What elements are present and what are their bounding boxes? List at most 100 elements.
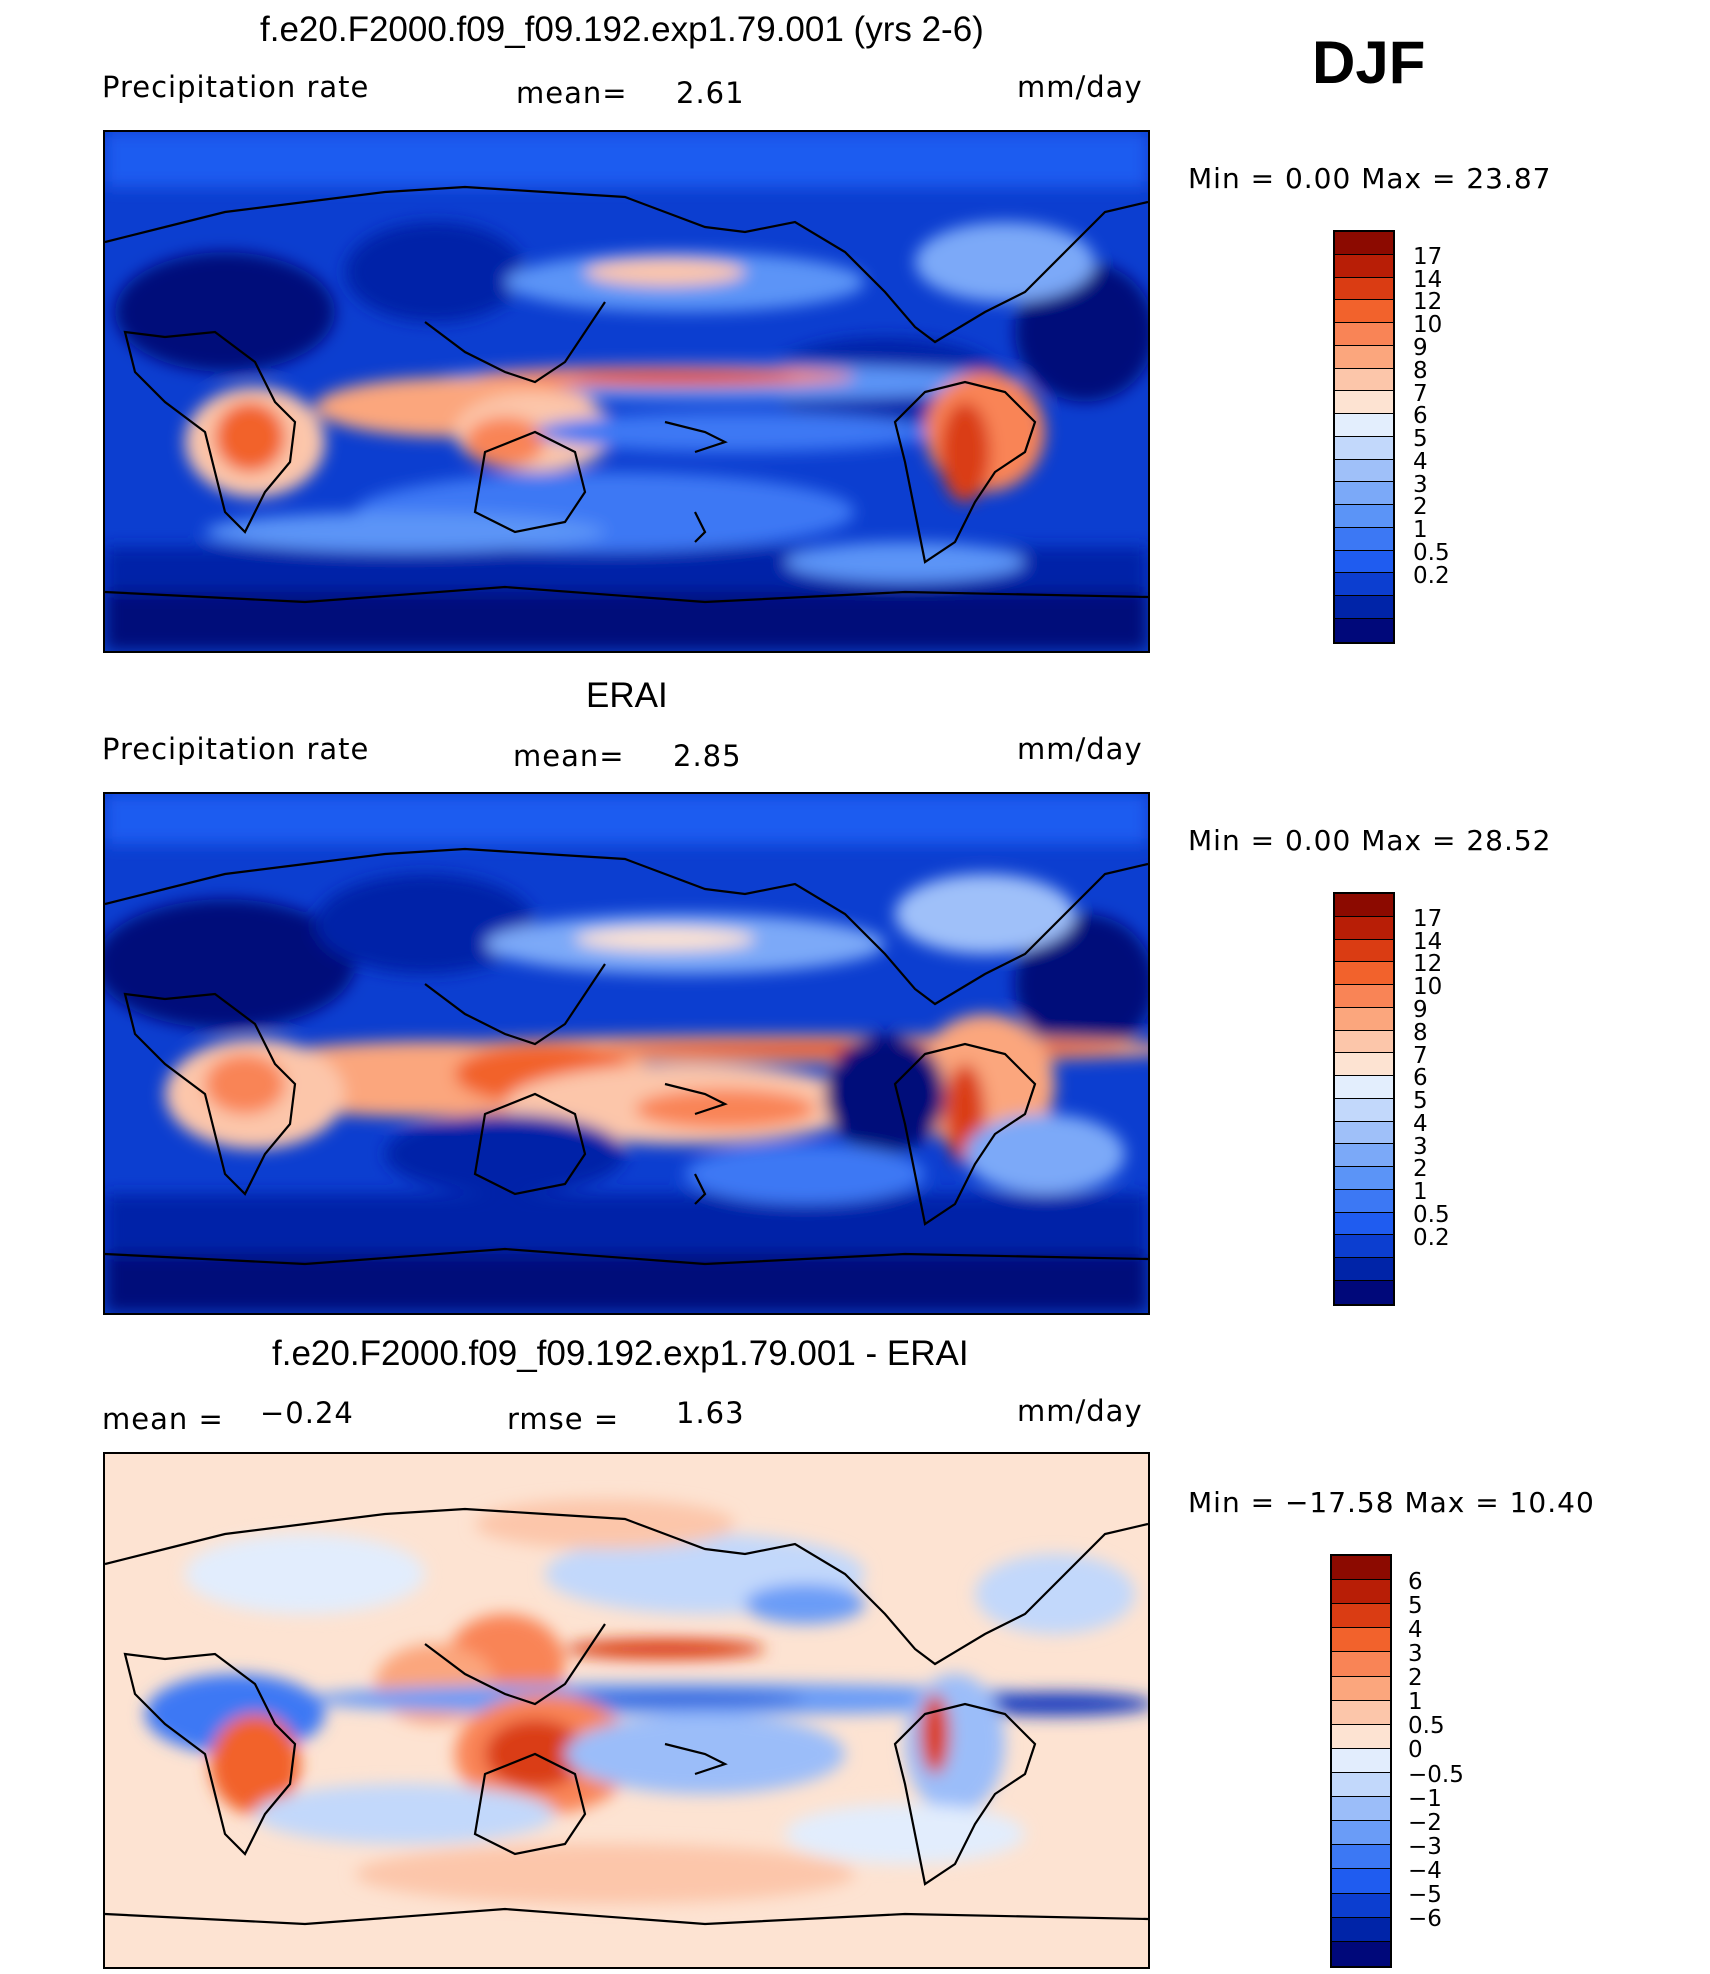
colorbar-tick-label: 9	[1413, 997, 1428, 1023]
colorbar-tick-label: 3	[1408, 1640, 1423, 1667]
panel3-colorbar	[1330, 1554, 1392, 1968]
colorbar-tick-label: 4	[1408, 1616, 1423, 1643]
colorbar-tick-label: −3	[1408, 1833, 1442, 1860]
colorbar-swatch	[1332, 1556, 1390, 1581]
colorbar-swatch	[1335, 1189, 1393, 1213]
colorbar-swatch	[1335, 1121, 1393, 1145]
panel3-units: mm/day	[1017, 1394, 1143, 1428]
colorbar-swatch	[1332, 1652, 1390, 1677]
colorbar-tick-label: 17	[1413, 243, 1443, 270]
colorbar-tick-label: 8	[1413, 357, 1428, 384]
colorbar-tick-label: 0	[1408, 1737, 1423, 1764]
panel1-min-max: Min = 0.00 Max = 23.87	[1188, 162, 1552, 195]
panel3-rmse-label: rmse =	[507, 1402, 620, 1436]
colorbar-tick-label: 10	[1413, 312, 1443, 339]
colorbar-swatch	[1335, 1235, 1393, 1259]
colorbar-tick-label: 5	[1413, 1088, 1428, 1115]
colorbar-swatch	[1335, 550, 1393, 574]
colorbar-swatch	[1335, 232, 1393, 255]
colorbar-tick-label: −1	[1408, 1785, 1442, 1812]
colorbar-tick-label: 17	[1413, 905, 1443, 932]
colorbar-swatch	[1335, 1144, 1393, 1168]
panel2-colorbar	[1333, 892, 1395, 1306]
colorbar-swatch	[1335, 391, 1393, 415]
colorbar-swatch	[1335, 459, 1393, 483]
colorbar-tick-label: 14	[1413, 928, 1443, 955]
colorbar-swatch	[1332, 1821, 1390, 1846]
panel1-units: mm/day	[1017, 70, 1143, 104]
colorbar-swatch	[1335, 596, 1393, 620]
colorbar-swatch	[1335, 1098, 1393, 1122]
panel1-map-graphic	[105, 132, 1148, 651]
colorbar-tick-label: 6	[1413, 1065, 1428, 1092]
colorbar-tick-label: 2	[1413, 494, 1428, 521]
panel3-mean-label: mean =	[102, 1402, 224, 1436]
colorbar-tick-label: 12	[1413, 951, 1443, 978]
season-label: DJF	[1312, 29, 1426, 96]
colorbar-swatch	[1335, 1030, 1393, 1054]
panel1-variable-label: Precipitation rate	[102, 70, 370, 104]
colorbar-swatch	[1332, 1676, 1390, 1701]
colorbar-swatch	[1335, 436, 1393, 460]
colorbar-swatch	[1335, 482, 1393, 506]
panel2-title: ERAI	[586, 676, 668, 715]
panel3-mean-value: −0.24	[260, 1396, 354, 1430]
colorbar-swatch	[1332, 1797, 1390, 1822]
colorbar-tick-label: 14	[1413, 266, 1443, 293]
panel2-variable-label: Precipitation rate	[102, 732, 370, 766]
panel1-colorbar	[1333, 230, 1395, 644]
colorbar-swatch	[1335, 1281, 1393, 1304]
colorbar-tick-label: 2	[1413, 1156, 1428, 1183]
colorbar-tick-label: −6	[1408, 1906, 1442, 1933]
colorbar-swatch	[1335, 573, 1393, 597]
colorbar-swatch	[1335, 939, 1393, 963]
colorbar-swatch	[1332, 1845, 1390, 1870]
colorbar-swatch	[1335, 345, 1393, 369]
colorbar-tick-label: 12	[1413, 289, 1443, 316]
colorbar-swatch	[1335, 894, 1393, 917]
colorbar-swatch	[1332, 1628, 1390, 1653]
colorbar-tick-label: 1	[1408, 1689, 1423, 1716]
panel2-min-max: Min = 0.00 Max = 28.52	[1188, 824, 1552, 857]
panel2-mean-value: 2.85	[673, 739, 742, 773]
colorbar-tick-label: 6	[1413, 403, 1428, 430]
colorbar-tick-label: 5	[1413, 426, 1428, 453]
panel3-map-graphic	[105, 1454, 1148, 1967]
panel2-units: mm/day	[1017, 732, 1143, 766]
colorbar-swatch	[1332, 1941, 1390, 1966]
colorbar-tick-label: 3	[1413, 1133, 1428, 1160]
colorbar-tick-label: 0.5	[1413, 1202, 1450, 1228]
colorbar-swatch	[1335, 368, 1393, 392]
colorbar-tick-label: 0.5	[1408, 1713, 1445, 1740]
colorbar-tick-label: 0.2	[1413, 1224, 1450, 1251]
colorbar-swatch	[1332, 1893, 1390, 1918]
colorbar-swatch	[1335, 323, 1393, 346]
colorbar-swatch	[1335, 254, 1393, 278]
colorbar-tick-label: 6	[1408, 1568, 1423, 1595]
colorbar-tick-label: 0.5	[1413, 540, 1450, 566]
colorbar-swatch	[1335, 414, 1393, 437]
colorbar-swatch	[1332, 1869, 1390, 1894]
panel1-title: f.e20.F2000.f09_f09.192.exp1.79.001 (yrs…	[260, 10, 984, 49]
colorbar-swatch	[1332, 1724, 1390, 1749]
colorbar-swatch	[1335, 1076, 1393, 1099]
panel2-precip-map	[103, 792, 1150, 1315]
colorbar-swatch	[1332, 1748, 1390, 1773]
colorbar-swatch	[1335, 962, 1393, 986]
colorbar-swatch	[1335, 619, 1393, 642]
colorbar-swatch	[1335, 300, 1393, 324]
panel3-rmse-value: 1.63	[676, 1396, 745, 1430]
panel2-mean-label: mean=	[513, 739, 625, 773]
colorbar-tick-label: 8	[1413, 1019, 1428, 1046]
colorbar-tick-label: 0.2	[1413, 562, 1450, 589]
colorbar-swatch	[1335, 1007, 1393, 1031]
colorbar-swatch	[1335, 1053, 1393, 1077]
colorbar-tick-label: 1	[1413, 1179, 1428, 1206]
colorbar-swatch	[1335, 527, 1393, 551]
panel3-min-max: Min = −17.58 Max = 10.40	[1188, 1486, 1595, 1519]
colorbar-tick-label: −0.5	[1408, 1761, 1464, 1788]
panel3-title: f.e20.F2000.f09_f09.192.exp1.79.001 - ER…	[272, 1334, 969, 1373]
colorbar-tick-label: −2	[1408, 1809, 1442, 1836]
colorbar-tick-label: 10	[1413, 974, 1443, 1001]
panel2-map-graphic	[105, 794, 1148, 1313]
